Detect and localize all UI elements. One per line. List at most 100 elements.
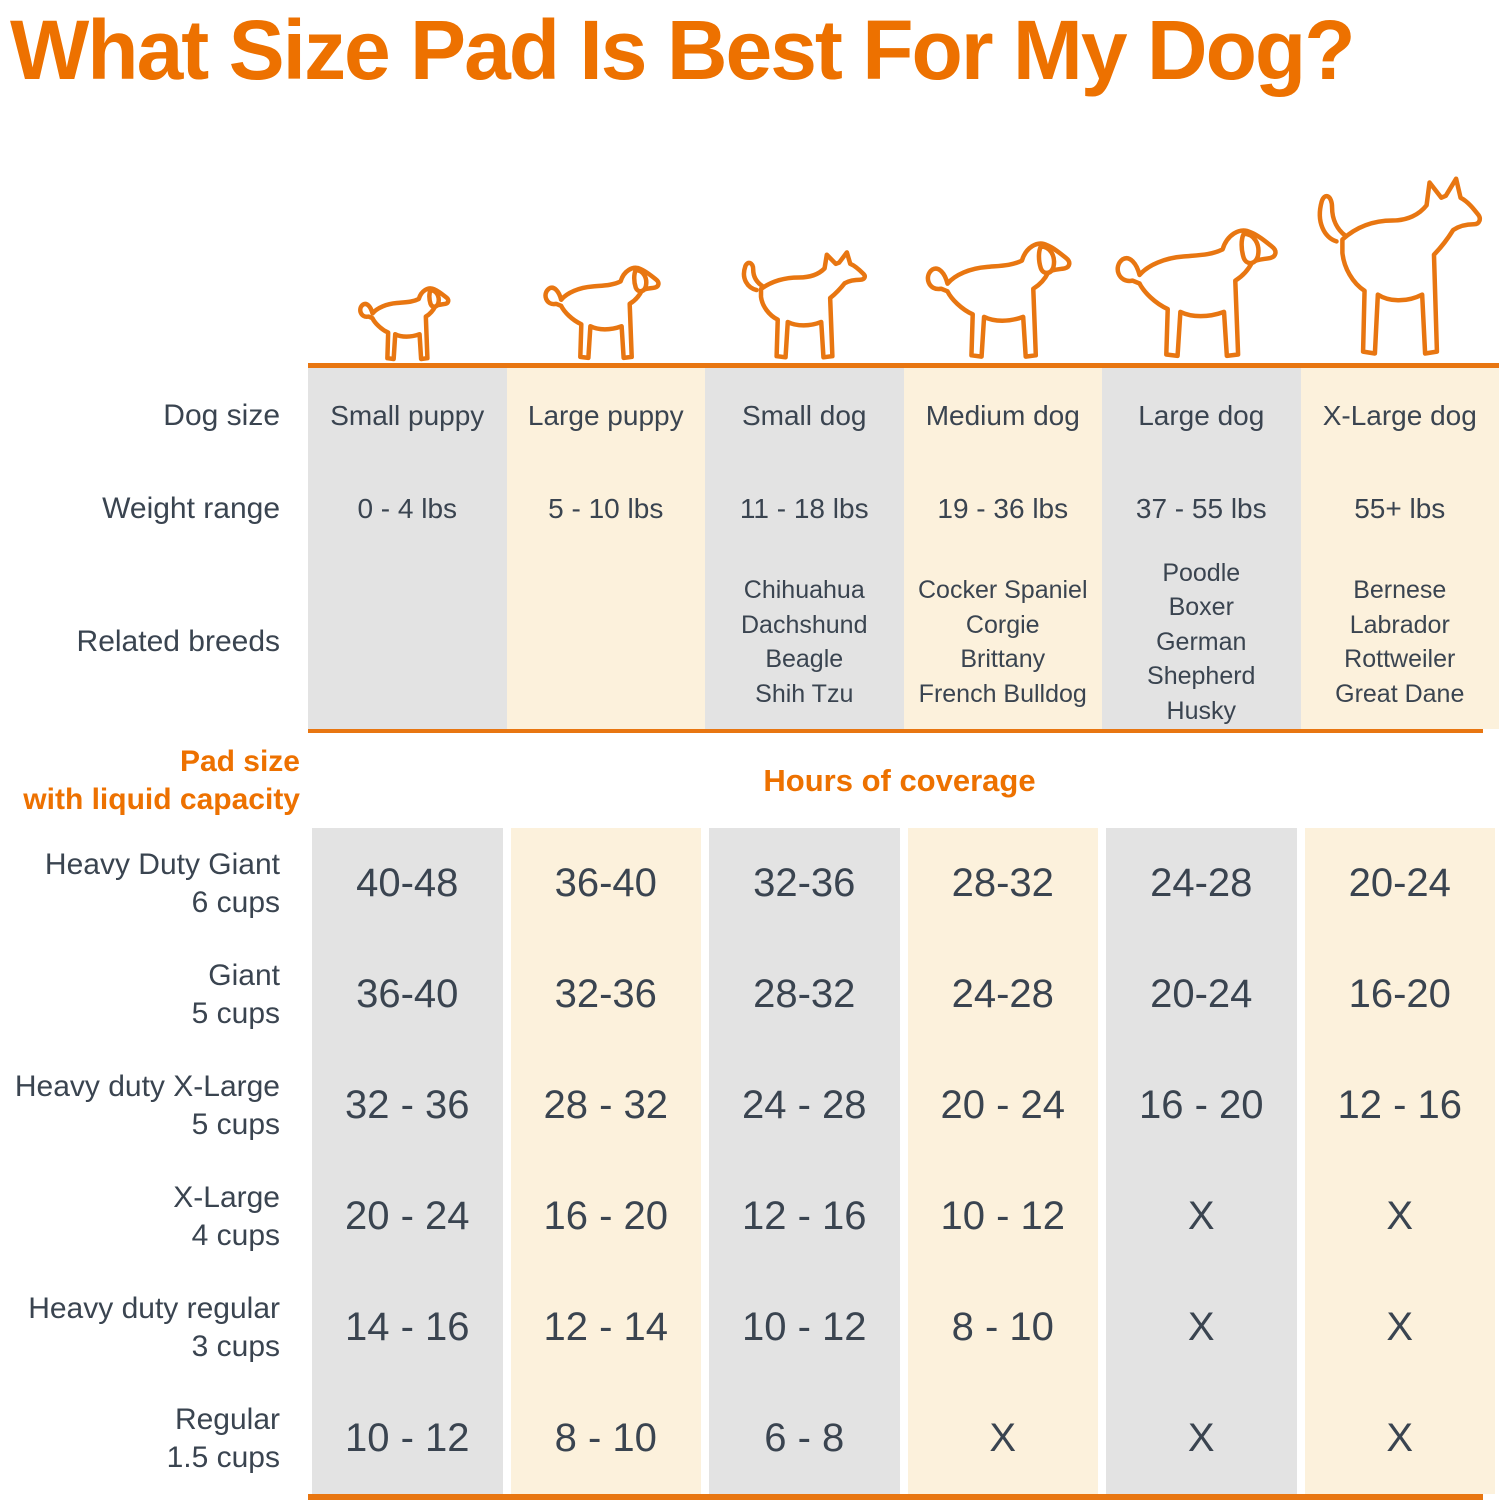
pad-name: Regular	[174, 1403, 280, 1436]
hours-column-large-puppy: 36-40 32-36 28 - 32 16 - 20 12 - 14 8 - …	[506, 828, 705, 1494]
hours-cell: 6 - 8	[764, 1416, 845, 1460]
dog-icon-x-large-dog	[1301, 173, 1499, 363]
hours-cell: X	[1187, 1416, 1215, 1460]
dog-icon-small-puppy	[308, 283, 507, 363]
dog-icon-small-dog	[705, 249, 904, 363]
icons-left-spacer	[0, 100, 308, 368]
column-small-puppy: Small puppy 0 - 4 lbs	[308, 368, 507, 729]
dog-info-band: Dog size Weight range Related breeds Sma…	[0, 368, 1499, 729]
hours-cell: 16-20	[1348, 972, 1451, 1016]
column-medium-dog: Medium dog 19 - 36 lbs Cocker Spaniel Co…	[903, 368, 1103, 729]
hours-cell: 20-24	[1150, 972, 1253, 1016]
dog-size-cell: Small puppy	[330, 399, 485, 431]
weight-range-cell: 55+ lbs	[1354, 493, 1446, 524]
breeds-cell	[308, 555, 507, 729]
breed-item: Rottweiler	[1344, 645, 1456, 673]
hours-cell: 20-24	[1348, 861, 1451, 905]
hours-column-large-dog: 24-28 20-24 16 - 20 X X X	[1102, 828, 1301, 1494]
hours-cell: 12 - 14	[543, 1305, 669, 1349]
breed-item: Dachshund	[741, 610, 868, 639]
hours-cell: 16 - 20	[1138, 1083, 1264, 1127]
hours-cell: 36-40	[356, 972, 459, 1016]
breeds-cell: Cocker Spaniel Corgie Brittany French Bu…	[904, 555, 1103, 729]
breed-item: Great Dane	[1335, 679, 1465, 708]
hours-cell: 10 - 12	[344, 1416, 470, 1460]
column-large-puppy: Large puppy 5 - 10 lbs	[506, 368, 706, 729]
breed-item: Poodle	[1162, 558, 1241, 587]
hours-cell: 14 - 16	[344, 1305, 470, 1349]
weight-range-row-label: Weight range	[102, 492, 280, 525]
dog-icon-medium-dog	[904, 235, 1103, 363]
hours-cell: 10 - 12	[940, 1194, 1066, 1238]
hours-cell: 24 - 28	[741, 1083, 867, 1127]
hours-cell: 12 - 16	[1337, 1083, 1463, 1127]
hours-cell: X	[1386, 1305, 1414, 1349]
dog-size-row-label: Dog size	[163, 398, 280, 432]
breeds-cell	[507, 555, 706, 729]
hours-cell: 32-36	[753, 861, 856, 905]
dog-size-cell: X-Large dog	[1322, 399, 1477, 431]
pad-row-label: Regular 1.5 cups	[0, 1383, 308, 1494]
pad-row-label: Heavy Duty Giant 6 cups	[0, 828, 308, 939]
hours-cell: 8 - 10	[554, 1416, 657, 1460]
pad-size-header: Pad size with liquid capacity	[0, 743, 300, 818]
hours-cell: 36-40	[554, 861, 657, 905]
pad-row-label: X-Large 4 cups	[0, 1161, 308, 1272]
related-breeds-row-label: Related breeds	[76, 625, 280, 658]
breed-item: Labrador	[1349, 610, 1450, 639]
pad-name: Heavy duty X-Large	[14, 1070, 280, 1103]
breed-item: Brittany	[960, 645, 1046, 673]
hours-cell: 16 - 20	[543, 1194, 669, 1238]
weight-range-cell: 5 - 10 lbs	[548, 493, 664, 524]
breed-item: Shih Tzu	[755, 679, 854, 708]
pad-capacity: 1.5 cups	[166, 1440, 280, 1474]
hours-cell: X	[1187, 1194, 1215, 1238]
weight-range-cell: 37 - 55 lbs	[1135, 493, 1267, 524]
hours-cell: 32 - 36	[344, 1083, 470, 1127]
dog-size-cell: Large puppy	[527, 399, 684, 431]
pad-size-header-line2: with liquid capacity	[23, 782, 300, 816]
hours-cell: 28-32	[951, 861, 1054, 905]
pad-row-label: Heavy duty regular 3 cups	[0, 1272, 308, 1383]
pad-row-label: Heavy duty X-Large 5 cups	[0, 1050, 308, 1161]
pad-name: X-Large	[173, 1181, 280, 1214]
ground-line	[308, 100, 1499, 368]
hours-cell: 28 - 32	[543, 1083, 669, 1127]
hours-cell: X	[1386, 1416, 1414, 1460]
hours-of-coverage-header: Hours of coverage	[763, 762, 1036, 798]
hours-column-x-large-dog: 20-24 16-20 12 - 16 X X X	[1300, 828, 1499, 1494]
dog-size-cell: Large dog	[1138, 399, 1265, 431]
dog-icon-large-dog	[1102, 221, 1301, 363]
hours-column-small-puppy: 40-48 36-40 32 - 36 20 - 24 14 - 16 10 -…	[308, 828, 507, 1494]
breed-item: Boxer	[1168, 593, 1234, 622]
dog-icon-large-puppy	[507, 261, 706, 363]
dog-size-cell: Small dog	[741, 399, 867, 431]
row-labels-column: Dog size Weight range Related breeds	[0, 368, 308, 729]
breed-item: Chihuahua	[743, 576, 865, 604]
pad-capacity: 6 cups	[191, 885, 280, 919]
breed-item: French Bulldog	[918, 679, 1087, 708]
bottom-line	[308, 1494, 1483, 1500]
dog-size-cell: Medium dog	[925, 399, 1080, 431]
breed-item: Cocker Spaniel	[917, 576, 1088, 604]
pad-capacity: 5 cups	[191, 996, 280, 1030]
column-large-dog: Large dog 37 - 55 lbs Poodle Boxer Germa…	[1102, 368, 1301, 729]
breed-item: Bernese	[1353, 576, 1447, 604]
pad-name: Heavy Duty Giant	[44, 848, 280, 881]
hours-cell: X	[1187, 1305, 1215, 1349]
breed-item: Husky	[1166, 696, 1236, 725]
column-x-large-dog: X-Large dog 55+ lbs Bernese Labrador Rot…	[1300, 368, 1499, 729]
weight-range-cell: 0 - 4 lbs	[357, 493, 458, 524]
dog-icons-row	[0, 100, 1499, 368]
pad-row-label: Giant 5 cups	[0, 939, 308, 1050]
page-title: What Size Pad Is Best For My Dog?	[10, 2, 1356, 97]
breeds-cell: Bernese Labrador Rottweiler Great Dane	[1301, 555, 1499, 729]
hours-column-medium-dog: 28-32 24-28 20 - 24 10 - 12 8 - 10 X	[903, 828, 1102, 1494]
hours-cell: X	[1386, 1194, 1414, 1238]
pad-row-labels-column: Heavy Duty Giant 6 cups Giant 5 cups Hea…	[0, 828, 308, 1494]
pad-capacity: 3 cups	[191, 1329, 280, 1363]
hours-cell: 24-28	[1150, 861, 1253, 905]
breeds-cell: Chihuahua Dachshund Beagle Shih Tzu	[705, 555, 904, 729]
hours-cell: 12 - 16	[741, 1194, 867, 1238]
